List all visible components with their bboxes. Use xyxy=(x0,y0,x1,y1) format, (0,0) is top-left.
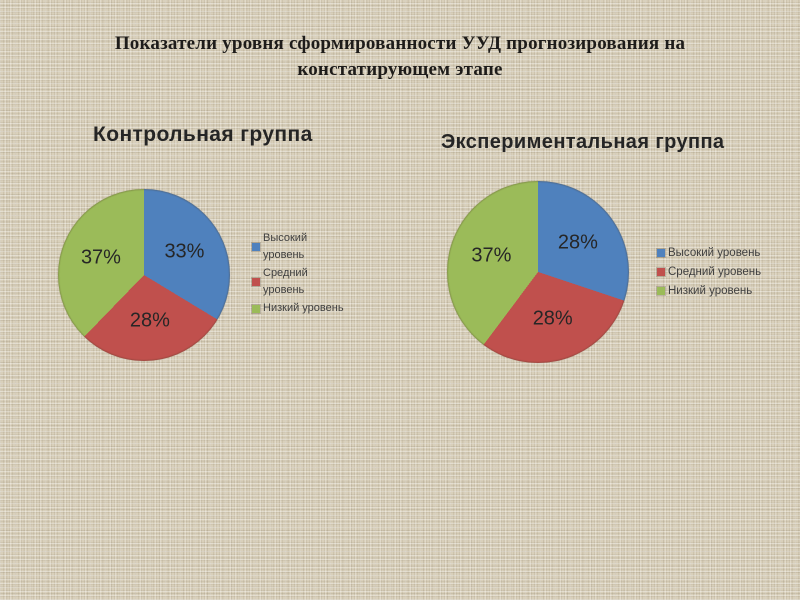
legend-item-medium: Средний уровень xyxy=(252,265,348,299)
legend-swatch-high xyxy=(657,249,665,257)
legend-swatch-high xyxy=(252,243,260,251)
slide-title: Показатели уровня сформированности УУД п… xyxy=(114,33,686,80)
legend-item-high: Высокий уровень xyxy=(657,244,797,262)
pie-slice-label: 33% xyxy=(164,240,205,263)
legend-swatch-medium xyxy=(657,268,665,276)
legend-label-low: Низкий уровень xyxy=(668,285,753,297)
legend-swatch-medium xyxy=(252,278,260,286)
legend-item-medium: Средний уровень xyxy=(657,263,797,281)
legend-item-low: Низкий уровень xyxy=(657,282,797,300)
legend-item-low: Низкий уровень xyxy=(252,300,348,317)
legend-label-high: Высокий уровень xyxy=(263,232,308,261)
legend-label-low: Низкий уровень xyxy=(263,302,344,314)
legend-label-medium: Средний уровень xyxy=(263,267,308,296)
pie-chart-experimental-group: 28% 28% 37% xyxy=(447,181,629,363)
pie-slice-label: 37% xyxy=(471,244,512,267)
pie-chart-control-group: 33% 28% 37% xyxy=(58,189,230,361)
pie-slice-label: 28% xyxy=(557,231,598,254)
legend-control-group: Высокий уровень Средний уровень Низкий у… xyxy=(252,230,348,318)
pie-slice-label: 28% xyxy=(532,307,573,330)
chart-title-experimental-group: Экспериментальная группа xyxy=(441,131,725,153)
legend-swatch-low xyxy=(252,304,260,313)
pie-slice-label: 37% xyxy=(80,246,121,269)
legend-experimental-group: Высокий уровень Средний уровень Низкий у… xyxy=(657,244,797,301)
legend-label-high: Высокий уровень xyxy=(668,247,761,259)
pie-slice-label: 28% xyxy=(129,309,170,332)
legend-label-medium: Средний уровень xyxy=(668,266,762,278)
chart-title-control-group: Контрольная группа xyxy=(93,123,313,146)
legend-swatch-low xyxy=(657,287,665,295)
legend-item-high: Высокий уровень xyxy=(252,230,348,264)
